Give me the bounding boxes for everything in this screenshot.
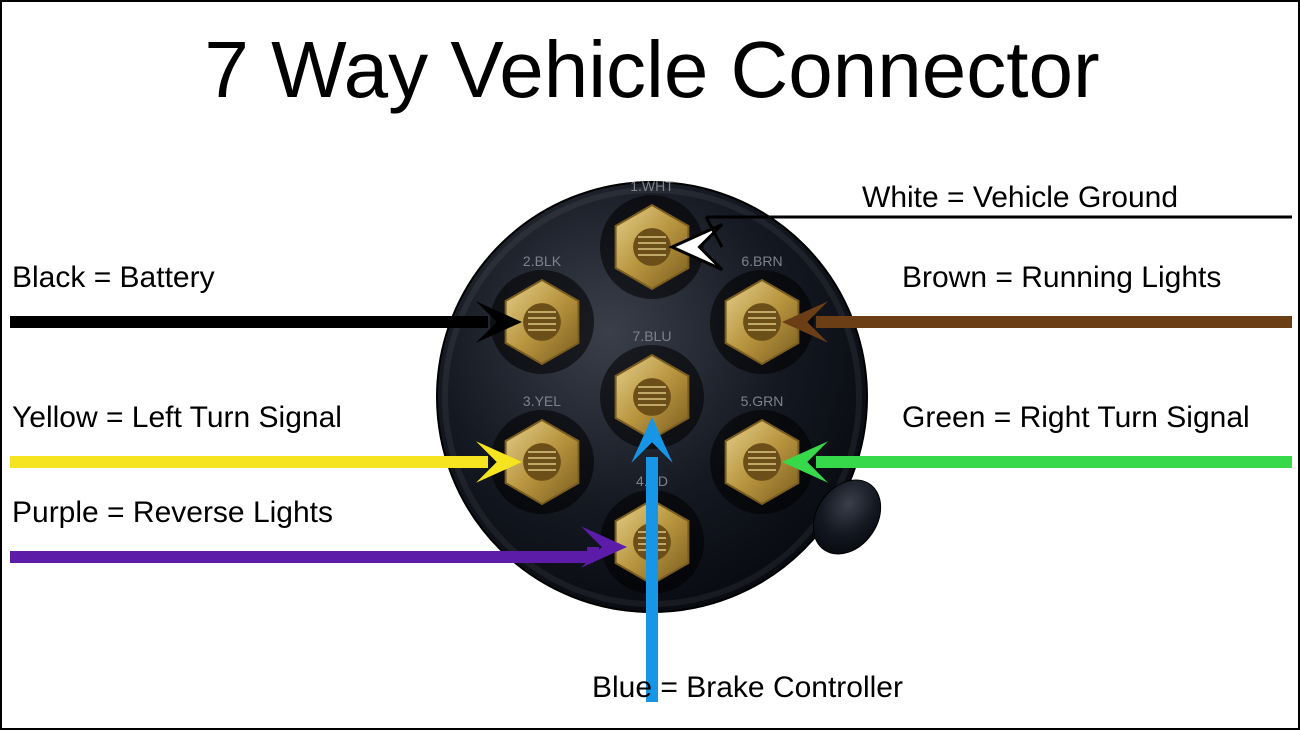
pin-emboss-white: 1.WHT [630, 178, 674, 194]
callout-label-green: Green = Right Turn Signal [902, 401, 1250, 434]
callout-label-yellow: Yellow = Left Turn Signal [12, 401, 342, 434]
pin-emboss-brown: 6.BRN [741, 253, 782, 269]
callout-black: Black = Battery [10, 261, 522, 343]
callout-label-blue: Blue = Brake Controller [592, 671, 903, 704]
callout-label-black: Black = Battery [12, 261, 215, 294]
page-title: 7 Way Vehicle Connector [204, 25, 1099, 114]
pin-emboss-blue: 7.BLU [633, 328, 672, 344]
callout-label-white: White = Vehicle Ground [862, 181, 1178, 214]
pin-emboss-yellow: 3.YEL [523, 393, 561, 409]
callout-label-brown: Brown = Running Lights [902, 261, 1221, 294]
callout-label-purple: Purple = Reverse Lights [12, 496, 333, 529]
diagram-svg: 7 Way Vehicle Connector 1.WHT 2.BLK 6.BRN 3.… [2, 2, 1298, 728]
diagram-frame: 7 Way Vehicle Connector 1.WHT 2.BLK 6.BRN 3.… [0, 0, 1300, 730]
callout-brown: Brown = Running Lights [782, 261, 1292, 343]
pin-emboss-green: 5.GRN [741, 393, 784, 409]
pin-emboss-black: 2.BLK [523, 253, 562, 269]
